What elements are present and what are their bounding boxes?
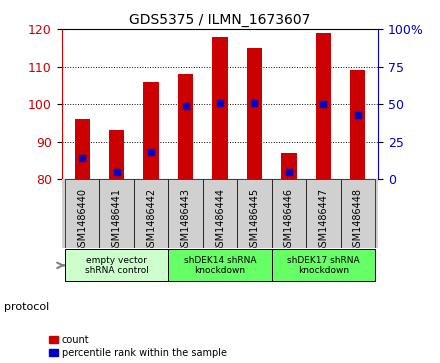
Text: protocol: protocol <box>4 302 50 312</box>
FancyBboxPatch shape <box>306 179 341 248</box>
Bar <box>350 70 366 179</box>
FancyBboxPatch shape <box>99 179 134 248</box>
FancyBboxPatch shape <box>169 179 203 248</box>
FancyBboxPatch shape <box>65 249 169 281</box>
Text: shDEK14 shRNA
knockdown: shDEK14 shRNA knockdown <box>184 256 256 275</box>
FancyBboxPatch shape <box>169 249 271 281</box>
Legend: count, percentile rank within the sample: count, percentile rank within the sample <box>49 335 227 358</box>
Bar <box>74 119 90 179</box>
Text: GSM1486442: GSM1486442 <box>146 188 156 253</box>
Text: GSM1486441: GSM1486441 <box>112 188 122 253</box>
FancyBboxPatch shape <box>65 179 99 248</box>
Text: GSM1486443: GSM1486443 <box>180 188 191 253</box>
Bar <box>178 74 193 179</box>
FancyBboxPatch shape <box>271 179 306 248</box>
Bar <box>143 82 159 179</box>
FancyBboxPatch shape <box>237 179 271 248</box>
Text: empty vector
shRNA control: empty vector shRNA control <box>85 256 149 275</box>
Text: GSM1486446: GSM1486446 <box>284 188 294 253</box>
FancyBboxPatch shape <box>134 179 169 248</box>
Bar <box>212 37 228 179</box>
Text: GSM1486448: GSM1486448 <box>353 188 363 253</box>
Bar <box>247 48 262 179</box>
Text: shDEK17 shRNA
knockdown: shDEK17 shRNA knockdown <box>287 256 359 275</box>
Title: GDS5375 / ILMN_1673607: GDS5375 / ILMN_1673607 <box>129 13 311 26</box>
Text: GSM1486444: GSM1486444 <box>215 188 225 253</box>
FancyBboxPatch shape <box>341 179 375 248</box>
Bar <box>315 33 331 179</box>
Text: GSM1486447: GSM1486447 <box>318 188 328 253</box>
Text: GSM1486445: GSM1486445 <box>249 188 260 253</box>
Bar <box>281 153 297 179</box>
FancyBboxPatch shape <box>271 249 375 281</box>
FancyBboxPatch shape <box>203 179 237 248</box>
Text: GSM1486440: GSM1486440 <box>77 188 87 253</box>
Bar <box>109 130 125 179</box>
